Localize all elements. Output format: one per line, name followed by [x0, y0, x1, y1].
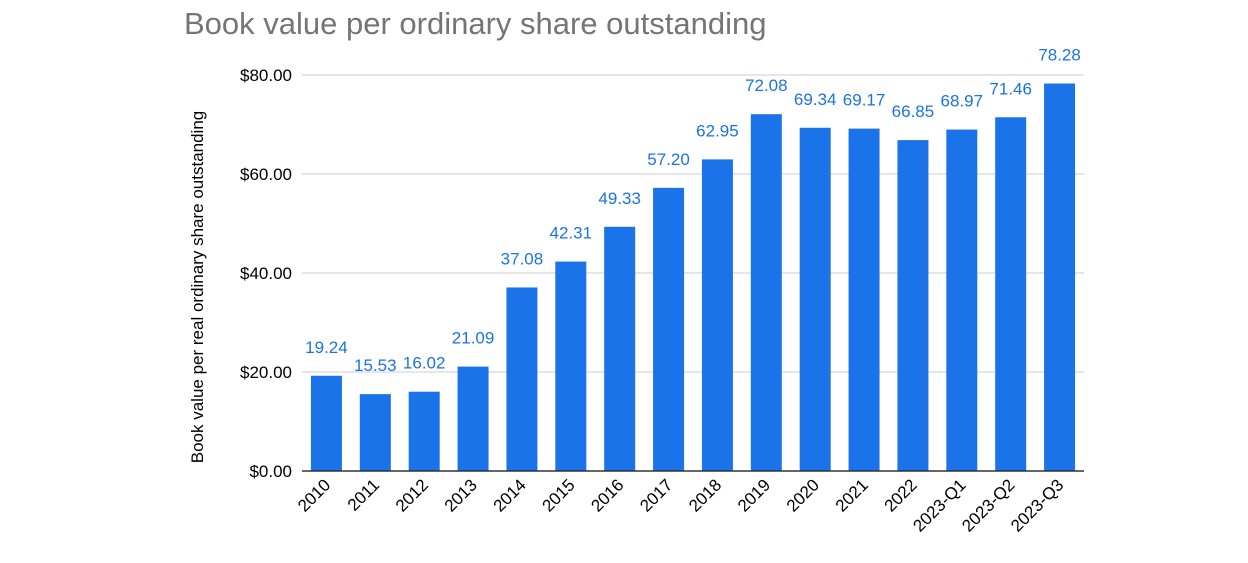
- x-tick-label: 2018: [685, 475, 725, 515]
- data-label: 68.97: [941, 92, 984, 111]
- x-tick-label: 2023-Q1: [909, 475, 969, 535]
- bar: [457, 366, 489, 471]
- bar: [310, 375, 342, 471]
- x-tick-label: 2019: [734, 475, 774, 515]
- data-label: 78.28: [1038, 46, 1081, 65]
- chart-title: Book value per ordinary share outstandin…: [184, 6, 767, 41]
- bar: [946, 129, 978, 471]
- data-label: 62.95: [696, 121, 739, 140]
- data-label: 72.08: [745, 76, 788, 95]
- x-tick-label: 2022: [881, 475, 921, 515]
- x-tick-label: 2013: [441, 475, 481, 515]
- y-tick-label: $0.00: [249, 462, 292, 481]
- y-tick-label: $60.00: [240, 165, 292, 184]
- data-label: 69.17: [843, 91, 886, 110]
- data-label: 69.34: [794, 90, 837, 109]
- bar: [848, 128, 880, 471]
- x-tick-label: 2023-Q3: [1007, 475, 1067, 535]
- bar: [897, 140, 929, 471]
- bar: [555, 261, 587, 471]
- bar: [604, 226, 636, 471]
- x-tick-label: 2017: [636, 475, 676, 515]
- data-label: 15.53: [354, 356, 397, 375]
- x-tick-label: 2011: [344, 475, 383, 514]
- x-tick-label: 2021: [832, 475, 872, 515]
- bar: [408, 391, 440, 471]
- data-label: 16.02: [403, 354, 446, 373]
- x-tick-label: 2014: [490, 475, 530, 515]
- y-tick-label: $40.00: [240, 264, 292, 283]
- bar: [701, 159, 733, 471]
- bar: [799, 127, 831, 471]
- bar: [995, 117, 1027, 471]
- y-tick-label: $80.00: [240, 66, 292, 85]
- data-label: 42.31: [550, 224, 593, 243]
- y-tick-label: $20.00: [240, 363, 292, 382]
- data-label: 66.85: [892, 102, 935, 121]
- data-label: 71.46: [989, 79, 1032, 98]
- x-tick-label: 2012: [392, 475, 432, 515]
- x-tick-label: 2010: [294, 475, 334, 515]
- x-tick-label: 2016: [587, 475, 627, 515]
- bar: [506, 287, 538, 471]
- bar: [359, 394, 391, 471]
- data-label: 37.08: [501, 249, 544, 268]
- x-tick-label: 2020: [783, 475, 823, 515]
- bar: [750, 114, 782, 471]
- data-label: 21.09: [452, 329, 495, 348]
- x-tick-label: 2015: [538, 475, 578, 515]
- x-tick-label: 2023-Q2: [958, 475, 1018, 535]
- data-label: 19.24: [305, 338, 348, 357]
- y-axis-title: Book value per real ordinary share outst…: [188, 111, 207, 464]
- data-label: 57.20: [647, 150, 690, 169]
- bar: [1044, 83, 1076, 471]
- data-label: 49.33: [598, 189, 641, 208]
- bar: [653, 187, 685, 472]
